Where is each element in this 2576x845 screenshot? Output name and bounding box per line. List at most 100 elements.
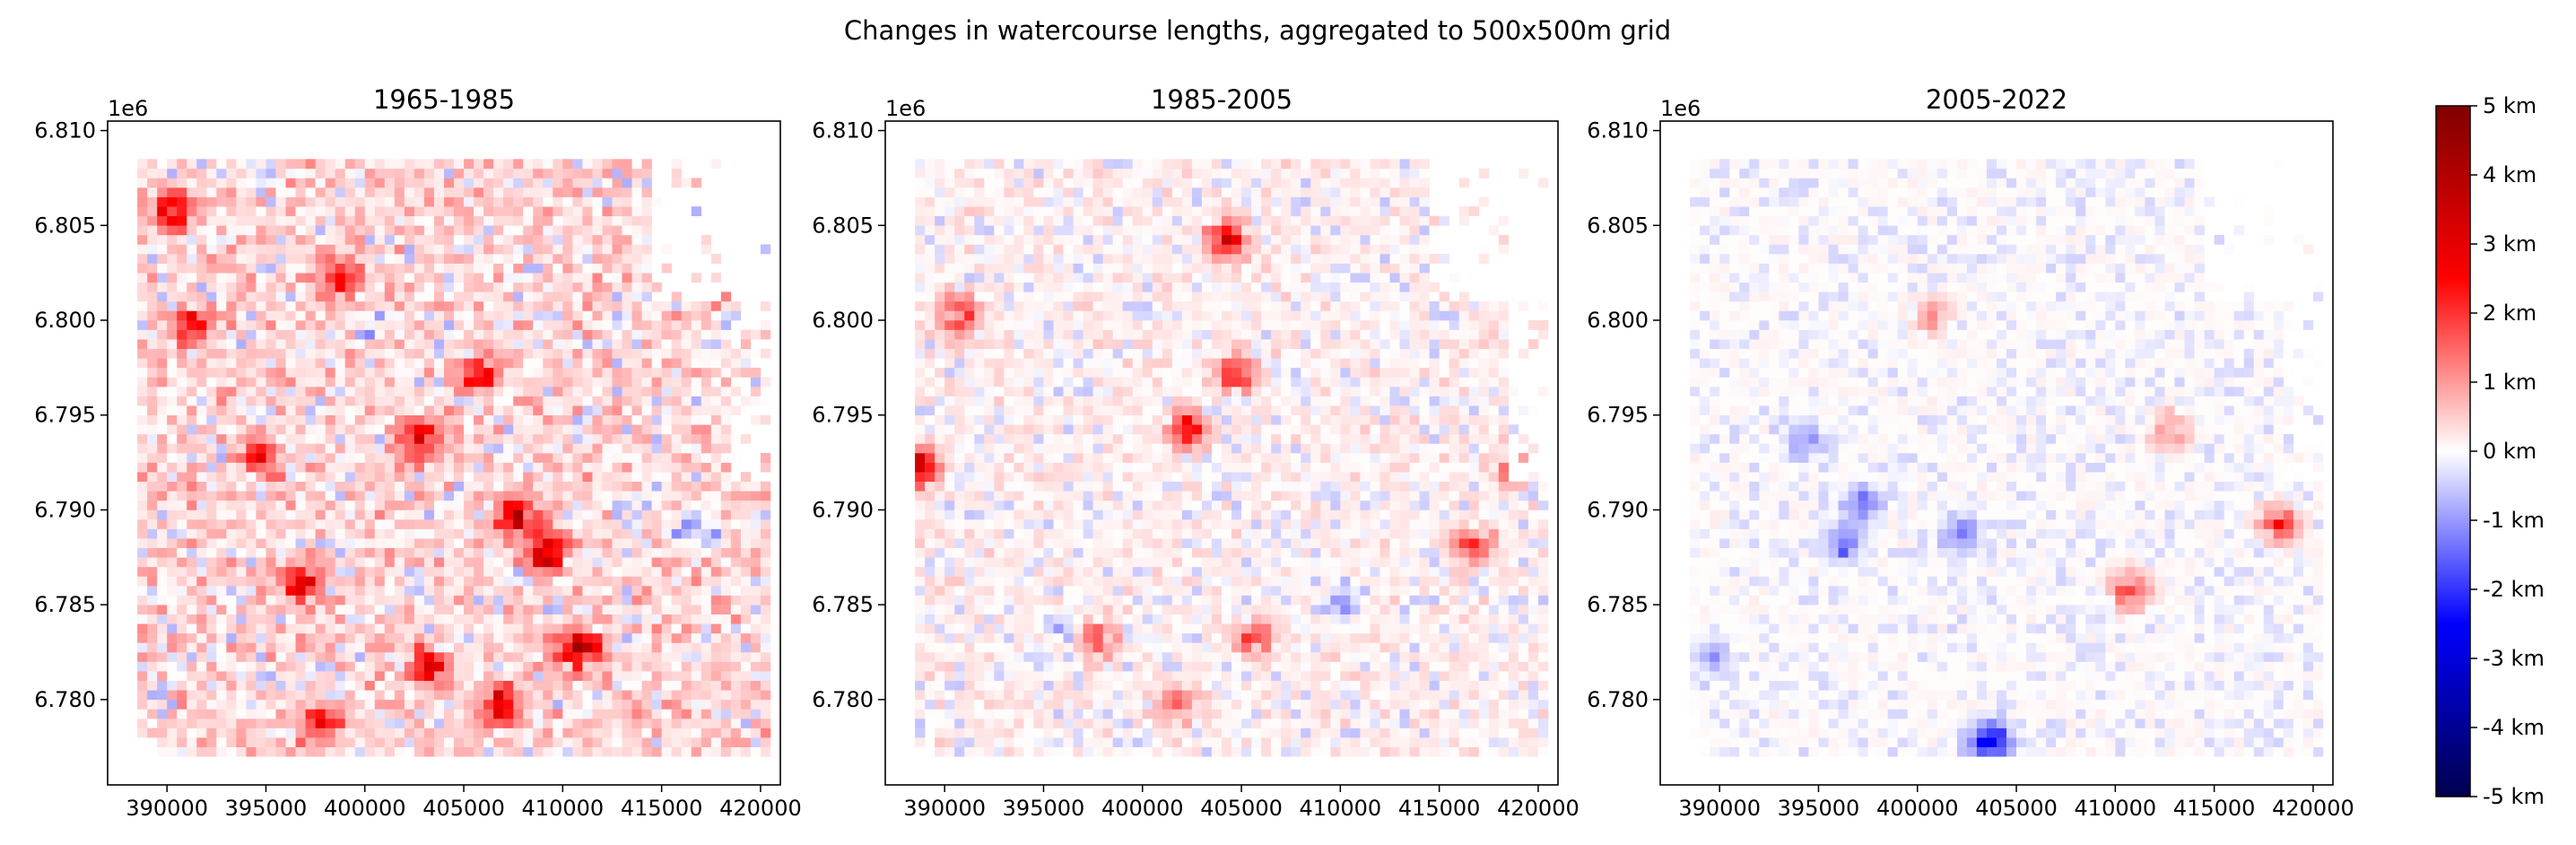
heatmap-cell xyxy=(1399,690,1410,701)
heatmap-cell xyxy=(1370,652,1380,662)
heatmap-cell xyxy=(206,178,217,188)
heatmap-cell xyxy=(216,273,227,283)
heatmap-cell xyxy=(681,387,692,396)
heatmap-cell xyxy=(364,746,376,757)
heatmap-cell xyxy=(1171,690,1183,701)
heatmap-cell xyxy=(720,387,732,396)
heatmap-cell xyxy=(720,614,732,624)
heatmap-cell xyxy=(1350,614,1361,624)
heatmap-cell xyxy=(216,566,227,577)
heatmap-cell xyxy=(622,709,632,719)
heatmap-cell xyxy=(671,727,683,738)
heatmap-cell xyxy=(1488,614,1500,624)
heatmap-cell xyxy=(275,282,286,292)
heatmap-cell xyxy=(354,424,366,435)
heatmap-cell xyxy=(474,405,484,416)
heatmap-cell xyxy=(720,462,732,473)
heatmap-cell xyxy=(572,737,583,748)
heatmap-cell xyxy=(523,225,534,236)
heatmap-cell xyxy=(404,462,415,473)
heatmap-cell xyxy=(216,547,227,558)
heatmap-cell xyxy=(553,623,563,634)
heatmap-cell xyxy=(1419,632,1430,643)
heatmap-cell xyxy=(157,576,168,587)
heatmap-cell xyxy=(404,623,415,634)
heatmap-cell xyxy=(474,719,484,728)
heatmap-cell xyxy=(285,491,296,501)
heatmap-cell xyxy=(681,719,692,728)
heatmap-cell xyxy=(454,538,465,549)
heatmap-cell xyxy=(523,282,534,292)
heatmap-cell xyxy=(592,215,603,226)
heatmap-cell xyxy=(1043,699,1054,710)
heatmap-cell xyxy=(523,387,534,396)
heatmap-cell xyxy=(167,414,178,425)
heatmap-cell xyxy=(553,671,563,682)
heatmap-cell xyxy=(1340,709,1351,719)
heatmap-cell xyxy=(572,671,583,682)
heatmap-cell xyxy=(533,178,544,188)
heatmap-cell xyxy=(315,671,326,682)
heatmap-cell xyxy=(543,491,553,501)
heatmap-cell xyxy=(671,680,683,691)
heatmap-cell xyxy=(226,244,237,255)
heatmap-cell xyxy=(265,377,276,388)
heatmap-cell xyxy=(474,254,484,264)
heatmap-cell xyxy=(1162,652,1173,662)
heatmap-cell xyxy=(1281,652,1292,662)
heatmap-cell xyxy=(206,510,217,520)
heatmap-cell xyxy=(335,595,346,605)
heatmap-cell xyxy=(592,196,603,207)
heatmap-cell xyxy=(1014,661,1024,672)
heatmap-cell xyxy=(177,453,187,463)
heatmap-cell xyxy=(137,642,148,653)
heatmap-cell xyxy=(1281,614,1292,624)
heatmap-cell xyxy=(681,462,692,473)
heatmap-cell xyxy=(1350,690,1361,701)
heatmap-cell xyxy=(523,159,534,170)
heatmap-cell xyxy=(315,433,326,444)
heatmap-cell xyxy=(454,680,465,691)
heatmap-cell xyxy=(187,433,197,444)
heatmap-cell xyxy=(474,377,484,388)
heatmap-cell xyxy=(1181,719,1193,728)
heatmap-cell xyxy=(1291,586,1301,596)
heatmap-cell xyxy=(1132,652,1144,662)
heatmap-cell xyxy=(1083,623,1093,634)
heatmap-cell xyxy=(285,358,296,369)
heatmap-cell xyxy=(295,292,306,302)
heatmap-cell xyxy=(1271,652,1282,662)
heatmap-cell xyxy=(661,500,672,510)
heatmap-cell xyxy=(464,709,474,719)
heatmap-cell xyxy=(641,519,652,529)
heatmap-cell xyxy=(483,605,494,615)
heatmap-cell xyxy=(641,263,652,274)
heatmap-cell xyxy=(1261,642,1272,653)
heatmap-cell xyxy=(1360,632,1371,643)
heatmap-cell xyxy=(423,329,435,340)
heatmap-cell xyxy=(661,671,672,682)
heatmap-cell xyxy=(413,719,425,728)
heatmap-cell xyxy=(1132,614,1144,624)
heatmap-cell xyxy=(423,263,435,274)
heatmap-cell xyxy=(1340,652,1351,662)
heatmap-cell xyxy=(1399,586,1410,596)
heatmap-cell xyxy=(622,367,632,378)
heatmap-cell xyxy=(1429,709,1440,719)
heatmap-cell xyxy=(582,405,593,416)
heatmap-cell xyxy=(433,727,445,738)
heatmap-cell xyxy=(295,500,306,510)
heatmap-cell xyxy=(710,566,722,577)
heatmap-cell xyxy=(394,690,405,701)
heatmap-cell xyxy=(710,453,722,463)
heatmap-cell xyxy=(1191,661,1203,672)
heatmap-cell xyxy=(157,737,168,748)
heatmap-cell xyxy=(612,566,622,577)
heatmap-cell xyxy=(935,709,945,719)
heatmap-cell xyxy=(935,727,945,738)
heatmap-cell xyxy=(562,387,573,396)
heatmap-cell xyxy=(1301,737,1311,748)
heatmap-cell xyxy=(464,586,474,596)
heatmap-cell xyxy=(651,387,662,396)
heatmap-cell xyxy=(344,709,356,719)
